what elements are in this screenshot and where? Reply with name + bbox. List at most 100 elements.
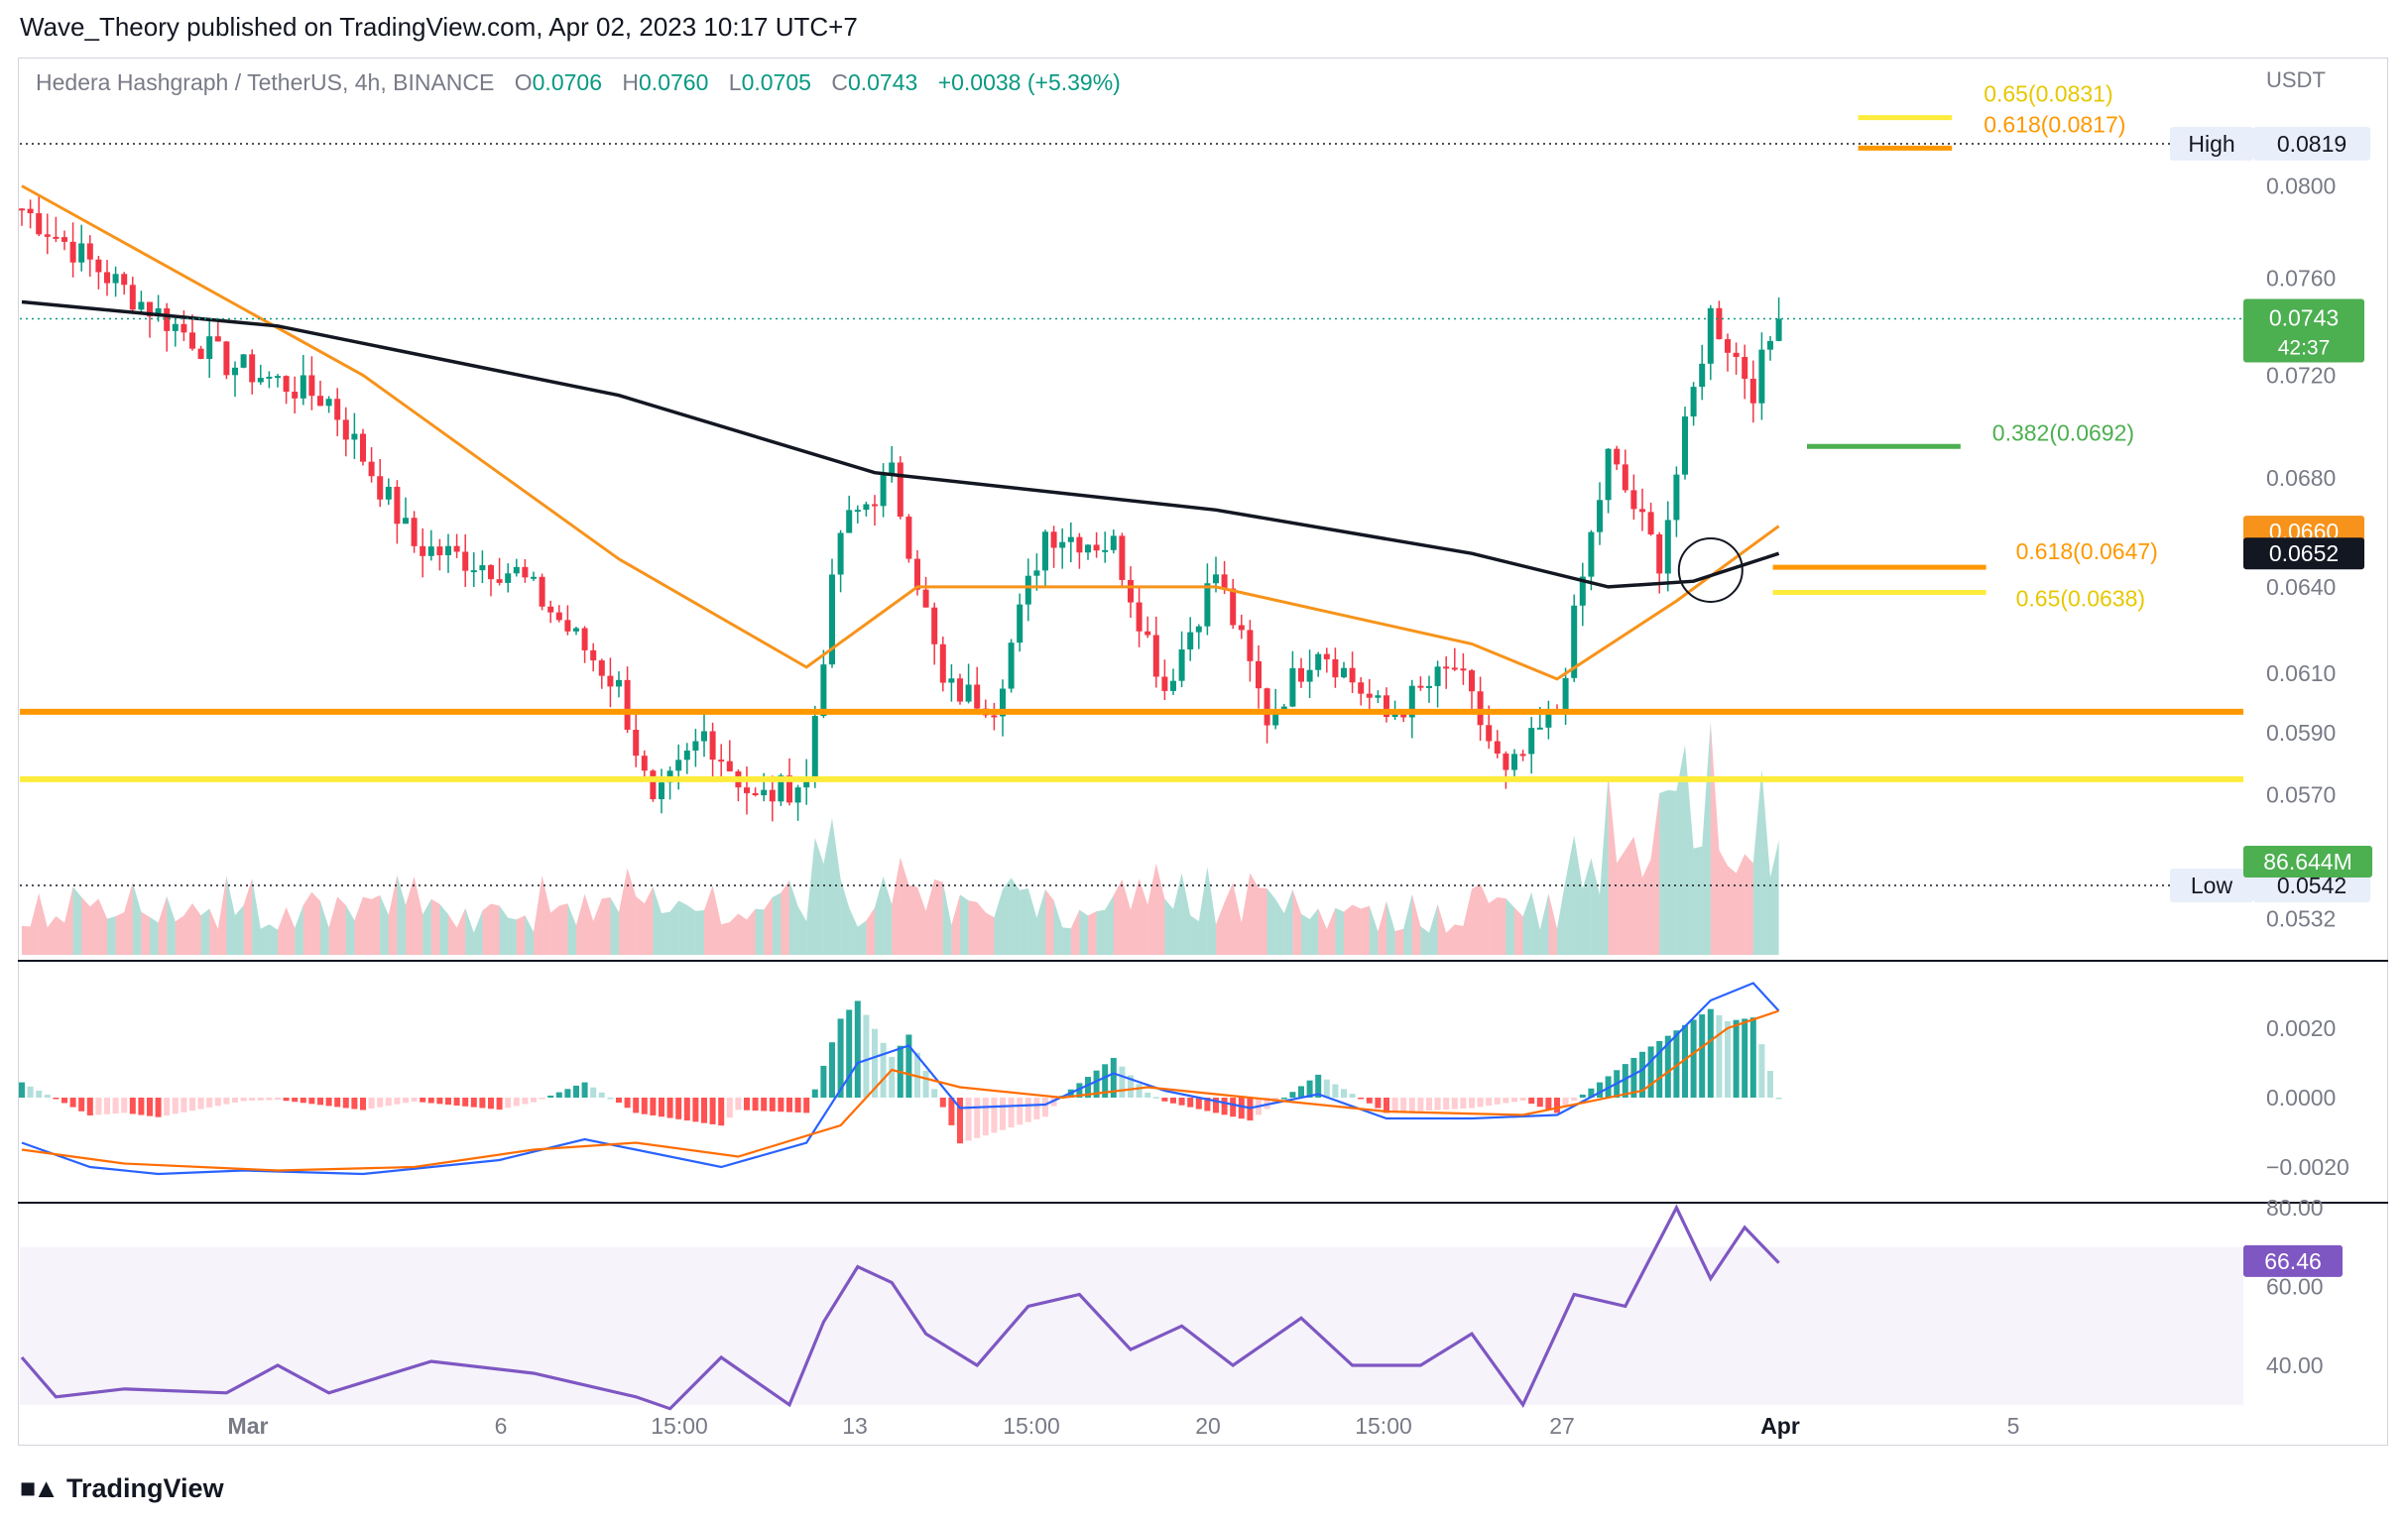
macd-histogram-bar: [1639, 1051, 1645, 1098]
macd-histogram-bar: [1707, 1008, 1714, 1098]
candle-body: [164, 307, 171, 331]
macd-histogram-bar: [172, 1098, 179, 1114]
macd-histogram-bar: [1477, 1098, 1484, 1108]
macd-histogram-bar: [266, 1098, 273, 1101]
macd-histogram-bar: [1298, 1086, 1304, 1098]
volume-area: [1719, 850, 1728, 955]
volume-area: [269, 924, 278, 955]
macd-histogram-bar: [1161, 1098, 1168, 1102]
macd-histogram-bar: [1384, 1098, 1389, 1113]
candle-body: [61, 237, 67, 242]
macd-histogram-bar: [718, 1098, 725, 1126]
macd-histogram-bar: [752, 1098, 759, 1112]
volume-area: [465, 907, 474, 955]
volume-area: [192, 902, 201, 955]
y-tick-label: 0.0590: [2266, 720, 2336, 746]
high-value-tag-bg: [2253, 127, 2370, 161]
candle-body: [1682, 416, 1688, 475]
candle-body: [1102, 549, 1109, 552]
macd-histogram-bar: [488, 1098, 494, 1110]
volume-value-tag-bg: [2243, 846, 2372, 878]
volume-area: [1548, 893, 1557, 955]
candle-body: [1742, 357, 1748, 379]
volume-area: [985, 912, 995, 955]
legend-high: 0.0760: [639, 69, 709, 95]
rsi-line: [20, 1204, 1780, 1411]
candle-body: [351, 433, 358, 440]
candle-body: [1256, 660, 1262, 689]
volume-area: [286, 906, 296, 955]
macd-histogram-bar: [905, 1034, 912, 1098]
volume-area: [534, 876, 542, 955]
macd-histogram-bar: [1733, 1019, 1740, 1098]
candle-body: [1673, 474, 1680, 521]
volume-area: [1676, 745, 1685, 955]
legend-change: +0.0038 (+5.39%): [937, 69, 1121, 95]
volume-area: [994, 889, 1003, 955]
macd-histogram-bar: [1187, 1098, 1194, 1108]
macd-histogram-bar: [427, 1098, 434, 1104]
macd-histogram-bar: [19, 1082, 25, 1098]
candle-body: [1511, 754, 1517, 770]
volume-area: [1011, 878, 1021, 955]
macd-histogram-bar: [147, 1098, 153, 1116]
volume-area: [1250, 873, 1259, 955]
candle-body: [633, 730, 640, 757]
candle-body: [641, 756, 648, 771]
volume-area: [1155, 863, 1165, 955]
candle-body: [598, 660, 605, 676]
volume-area: [56, 915, 64, 955]
macd-histogram-bar: [846, 1009, 853, 1098]
candle-body: [718, 760, 725, 762]
macd-histogram-bar: [1408, 1098, 1415, 1112]
macd-histogram-bar: [607, 1098, 614, 1100]
volume-area: [124, 881, 133, 955]
macd-histogram-bar: [683, 1098, 690, 1121]
macd-histogram-bar: [78, 1098, 85, 1112]
candle-body: [1298, 667, 1304, 682]
macd-histogram-bar: [138, 1098, 145, 1115]
candle-body: [513, 566, 520, 574]
macd-histogram-bar: [479, 1098, 486, 1109]
volume-area: [439, 903, 448, 955]
volume-area: [1070, 909, 1080, 955]
candle-body: [53, 236, 60, 239]
candle-body: [19, 208, 25, 211]
candle-body: [1571, 605, 1578, 678]
legend-symbol[interactable]: Hedera Hashgraph / TetherUS, 4h, BINANCE: [36, 69, 495, 95]
macd-histogram-bar: [95, 1098, 102, 1115]
chart-legend: Hedera Hashgraph / TetherUS, 4h, BINANCE…: [36, 69, 1121, 96]
volume-area: [875, 876, 884, 955]
volume-area: [235, 905, 244, 955]
x-tick-label: 20: [1195, 1413, 1221, 1439]
macd-histogram-bar: [547, 1095, 554, 1098]
volume-area: [576, 893, 585, 955]
macd-histogram-bar: [1152, 1097, 1159, 1099]
footer-brand: ■▲ TradingView: [20, 1473, 224, 1504]
macd-histogram-bar: [1426, 1098, 1432, 1111]
volume-area: [141, 911, 150, 955]
volume-area: [772, 892, 782, 955]
volume-area: [1770, 840, 1779, 955]
x-tick-label: Apr: [1760, 1413, 1800, 1439]
candle-body: [1024, 575, 1031, 605]
macd-histogram-bar: [1093, 1070, 1100, 1098]
volume-area: [1361, 905, 1370, 955]
macd-histogram-bar: [1119, 1066, 1126, 1098]
rsi-y-tick-label: 60.00: [2266, 1274, 2324, 1300]
volume-area: [567, 903, 576, 955]
candle-body: [1247, 630, 1254, 661]
candle-body: [1733, 352, 1740, 358]
candle-body: [172, 323, 179, 331]
candle-body: [1050, 531, 1057, 548]
fib-level-label: 0.382(0.0692): [1992, 419, 2134, 445]
volume-area: [1505, 898, 1514, 955]
macd-histogram-bar: [1289, 1092, 1296, 1098]
candle-body: [1323, 653, 1330, 659]
high-value-tag: 0.0819: [2277, 131, 2347, 157]
candle-body: [1170, 680, 1176, 691]
candle-body: [752, 792, 759, 796]
volume-area: [72, 886, 82, 955]
macd-histogram-bar: [104, 1098, 110, 1114]
